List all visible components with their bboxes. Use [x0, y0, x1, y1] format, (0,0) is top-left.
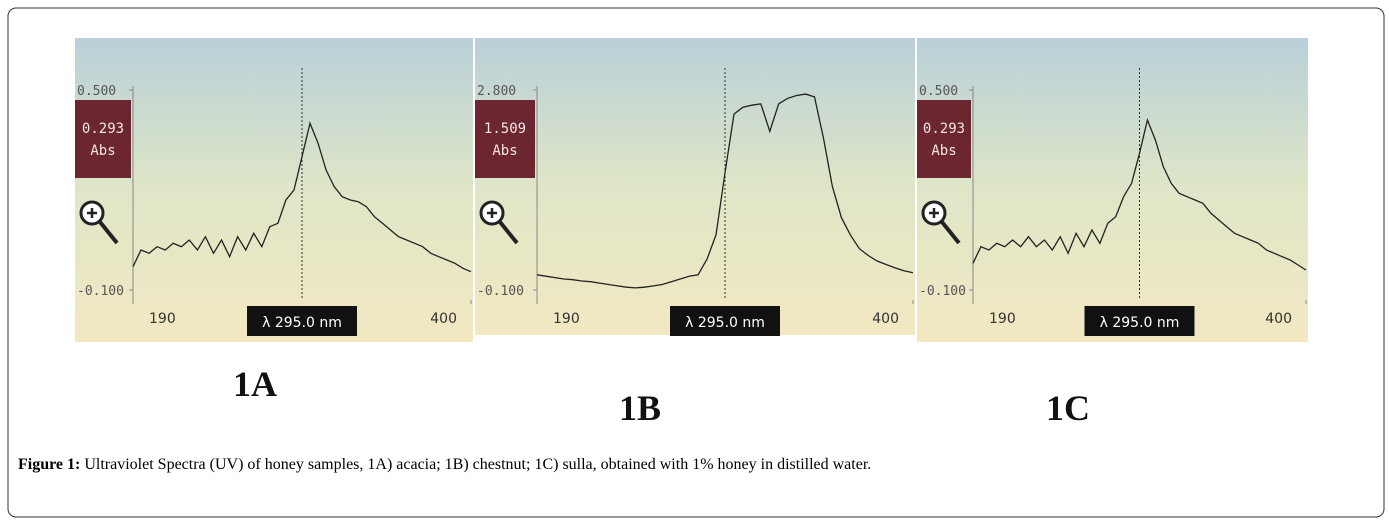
panel-label: 1C: [1046, 388, 1090, 428]
panel-label: 1A: [233, 364, 277, 404]
readout-unit: Abs: [492, 143, 517, 159]
readout-value: 0.293: [923, 121, 965, 137]
y-tick-label: -0.100: [919, 284, 966, 299]
spectrum-panel: -0.100 0.500 190 400 0.293 Abs λ 295.0 nm: [917, 38, 1308, 342]
caption-text: Ultraviolet Spectra (UV) of honey sample…: [84, 456, 871, 473]
panel-label: 1B: [619, 388, 661, 428]
cursor-label: λ 295.0 nm: [262, 315, 342, 331]
x-tick-label: 190: [149, 311, 176, 327]
caption: Figure 1: Ultraviolet Spectra (UV) of ho…: [18, 456, 871, 473]
readout-box: [475, 100, 535, 178]
cursor-label: λ 295.0 nm: [1100, 315, 1180, 331]
caption-label: Figure 1:: [18, 456, 80, 473]
panel-background: [475, 38, 915, 335]
x-tick-label: 190: [989, 311, 1016, 327]
figure: Figure 1: Ultraviolet Spectra (UV) of ho…: [0, 0, 1389, 522]
x-tick-label: 400: [430, 311, 457, 327]
y-tick-label: -0.100: [77, 284, 124, 299]
y-tick-label: -0.100: [477, 284, 524, 299]
readout-value: 1.509: [484, 121, 526, 137]
spectrum-panel: -0.100 0.500 190 400 0.293 Abs λ 295.0 nm: [75, 38, 473, 342]
y-tick-label: 2.800: [477, 84, 516, 99]
y-tick-label: 0.500: [77, 84, 116, 99]
readout-unit: Abs: [931, 143, 956, 159]
readout-box: [917, 100, 971, 178]
cursor-label: λ 295.0 nm: [685, 315, 765, 331]
panel-background: [917, 38, 1308, 342]
readout-box: [75, 100, 131, 178]
y-tick-label: 0.500: [919, 84, 958, 99]
readout-unit: Abs: [90, 143, 115, 159]
spectrum-panel: -0.100 2.800 190 400 1.509 Abs λ 295.0 nm: [475, 38, 915, 336]
x-tick-label: 400: [1265, 311, 1292, 327]
readout-value: 0.293: [82, 121, 124, 137]
x-tick-label: 190: [553, 311, 580, 327]
panel-background: [75, 38, 473, 342]
page: Figure 1: Ultraviolet Spectra (UV) of ho…: [0, 0, 1389, 522]
x-tick-label: 400: [872, 311, 899, 327]
